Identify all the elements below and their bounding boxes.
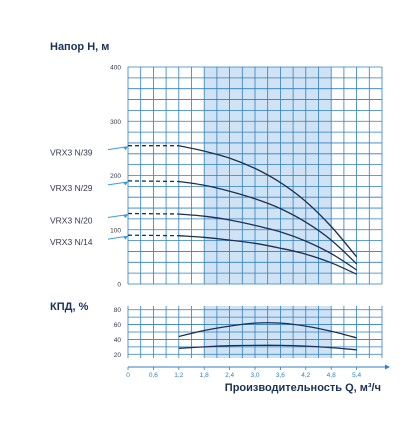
x-tick-label: 2,4 <box>225 372 234 379</box>
x-tick-label: 0 <box>126 372 130 379</box>
y-tick-label: 300 <box>110 119 121 126</box>
series-label: VRX3 N/20 <box>50 215 93 225</box>
eff-y-tick-label: 40 <box>114 337 122 344</box>
curve-vrx3-n-39 <box>178 145 358 258</box>
x-axis-arrowhead <box>385 364 390 370</box>
y-tick-label: 200 <box>110 173 121 180</box>
curve-vrx3-n-14 <box>178 235 357 275</box>
x-tick-label: 1,2 <box>174 372 183 379</box>
x-tick-label: 4,8 <box>327 372 336 379</box>
x-axis-title: Производительность Q, м³/ч <box>225 382 381 394</box>
efficiency-curve-1 <box>178 344 357 351</box>
series-label: VRX3 N/29 <box>50 183 93 193</box>
series-pointer-arrowhead <box>123 146 128 151</box>
y-tick-label: 100 <box>110 227 121 234</box>
series-pointer-arrowhead <box>123 181 128 186</box>
efficiency-axis-title: КПД, % <box>50 301 89 313</box>
curve-dashed-3 <box>127 234 179 237</box>
x-tick-label: 5,4 <box>352 372 361 379</box>
curve-dashed-2 <box>127 212 179 215</box>
curve-vrx3-n-20 <box>178 213 357 271</box>
x-tick-label: 3,0 <box>250 372 259 379</box>
curve-dashed-1 <box>127 180 179 183</box>
eff-y-tick-label: 80 <box>114 307 122 314</box>
series-pointer-arrowhead <box>123 236 128 240</box>
y-tick-label: 0 <box>117 282 121 289</box>
series-label: VRX3 N/39 <box>50 148 93 158</box>
x-tick-label: 0,6 <box>149 372 158 379</box>
efficiency-curve-0 <box>178 322 357 339</box>
y-tick-label: 400 <box>110 65 121 72</box>
curve-vrx3-n-29 <box>178 180 358 265</box>
eff-y-tick-label: 20 <box>114 352 122 359</box>
x-tick-label: 4,2 <box>301 372 310 379</box>
series-label: VRX3 N/14 <box>50 237 93 247</box>
head-axis-title: Напор H, м <box>50 41 109 53</box>
eff-y-tick-label: 60 <box>114 322 122 329</box>
series-pointer-arrowhead <box>123 214 128 218</box>
x-tick-label: 3,6 <box>276 372 285 379</box>
x-tick-label: 1,8 <box>200 372 209 379</box>
